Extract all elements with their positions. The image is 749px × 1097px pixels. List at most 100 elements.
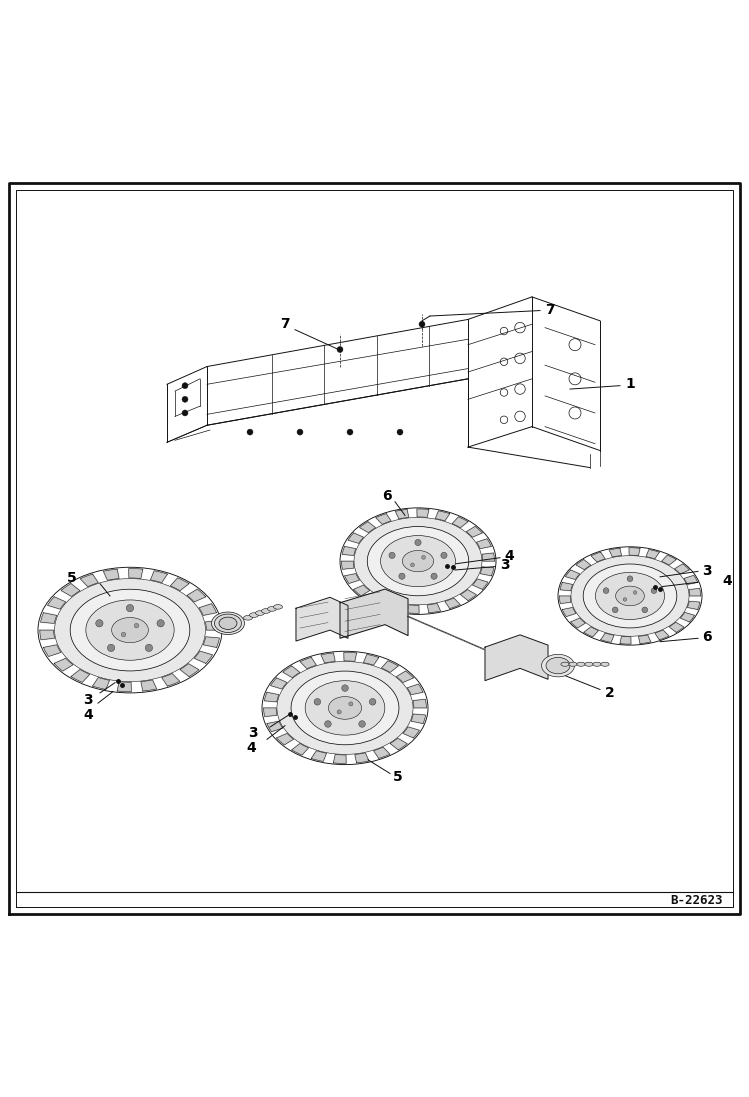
Polygon shape bbox=[689, 588, 700, 596]
Ellipse shape bbox=[86, 600, 175, 660]
Circle shape bbox=[247, 429, 253, 436]
Polygon shape bbox=[363, 655, 379, 665]
Circle shape bbox=[342, 685, 348, 691]
Circle shape bbox=[314, 699, 321, 705]
Polygon shape bbox=[646, 550, 659, 558]
Text: 4: 4 bbox=[83, 709, 93, 723]
Polygon shape bbox=[194, 652, 213, 664]
Polygon shape bbox=[411, 714, 425, 724]
Ellipse shape bbox=[219, 618, 237, 630]
Polygon shape bbox=[655, 630, 669, 640]
Ellipse shape bbox=[546, 657, 570, 674]
Circle shape bbox=[127, 604, 133, 612]
Ellipse shape bbox=[402, 551, 434, 572]
Polygon shape bbox=[360, 522, 375, 533]
Ellipse shape bbox=[249, 613, 258, 618]
Circle shape bbox=[603, 588, 609, 593]
Ellipse shape bbox=[328, 697, 362, 720]
Text: B-22623: B-22623 bbox=[670, 894, 723, 907]
Circle shape bbox=[145, 644, 153, 652]
Circle shape bbox=[623, 598, 627, 601]
Polygon shape bbox=[407, 604, 419, 613]
Polygon shape bbox=[355, 753, 369, 762]
Polygon shape bbox=[435, 511, 449, 521]
Polygon shape bbox=[300, 657, 316, 669]
Ellipse shape bbox=[55, 578, 205, 681]
Circle shape bbox=[121, 632, 126, 637]
Polygon shape bbox=[103, 569, 119, 580]
Circle shape bbox=[369, 699, 376, 705]
Polygon shape bbox=[283, 666, 300, 678]
Circle shape bbox=[337, 710, 342, 714]
Ellipse shape bbox=[593, 663, 601, 666]
Polygon shape bbox=[40, 613, 57, 623]
Polygon shape bbox=[368, 595, 383, 606]
Polygon shape bbox=[591, 552, 605, 562]
Polygon shape bbox=[43, 645, 61, 656]
Polygon shape bbox=[276, 734, 294, 745]
Circle shape bbox=[627, 576, 633, 581]
Text: 5: 5 bbox=[393, 770, 403, 784]
Polygon shape bbox=[180, 664, 199, 677]
Ellipse shape bbox=[585, 663, 593, 666]
Circle shape bbox=[157, 620, 164, 627]
Ellipse shape bbox=[214, 614, 241, 633]
Polygon shape bbox=[417, 509, 429, 518]
Circle shape bbox=[422, 555, 425, 559]
Polygon shape bbox=[403, 727, 419, 738]
Polygon shape bbox=[203, 636, 219, 647]
Ellipse shape bbox=[571, 556, 689, 636]
Text: 6: 6 bbox=[702, 630, 712, 644]
Polygon shape bbox=[162, 674, 180, 686]
Circle shape bbox=[398, 573, 405, 579]
Polygon shape bbox=[267, 721, 283, 732]
Ellipse shape bbox=[70, 589, 189, 671]
Polygon shape bbox=[199, 603, 216, 615]
Ellipse shape bbox=[243, 615, 252, 620]
Polygon shape bbox=[562, 608, 576, 617]
Polygon shape bbox=[170, 578, 189, 590]
Ellipse shape bbox=[561, 663, 569, 666]
Polygon shape bbox=[413, 699, 426, 708]
Circle shape bbox=[359, 721, 366, 727]
Text: 7: 7 bbox=[545, 303, 554, 317]
Polygon shape bbox=[629, 547, 640, 555]
Ellipse shape bbox=[277, 661, 413, 755]
Circle shape bbox=[182, 383, 188, 388]
Polygon shape bbox=[407, 685, 423, 694]
Polygon shape bbox=[576, 559, 591, 569]
Ellipse shape bbox=[542, 654, 574, 677]
Circle shape bbox=[415, 540, 421, 545]
Polygon shape bbox=[340, 589, 408, 638]
Ellipse shape bbox=[273, 604, 282, 609]
Polygon shape bbox=[344, 653, 357, 661]
Text: 6: 6 bbox=[383, 489, 392, 504]
Polygon shape bbox=[583, 626, 598, 637]
Polygon shape bbox=[381, 660, 398, 672]
Polygon shape bbox=[661, 555, 676, 565]
Text: 4: 4 bbox=[246, 740, 255, 755]
Circle shape bbox=[107, 644, 115, 652]
Ellipse shape bbox=[601, 663, 609, 666]
Polygon shape bbox=[395, 509, 409, 519]
Polygon shape bbox=[675, 564, 689, 574]
Polygon shape bbox=[264, 692, 279, 702]
Polygon shape bbox=[427, 603, 440, 613]
Polygon shape bbox=[601, 633, 614, 643]
Circle shape bbox=[613, 607, 618, 613]
Polygon shape bbox=[467, 527, 482, 538]
Circle shape bbox=[324, 721, 331, 727]
Ellipse shape bbox=[595, 573, 664, 620]
Polygon shape bbox=[560, 596, 571, 603]
Circle shape bbox=[397, 429, 403, 436]
Text: 5: 5 bbox=[67, 572, 76, 585]
Polygon shape bbox=[482, 553, 494, 562]
Polygon shape bbox=[321, 653, 336, 663]
Polygon shape bbox=[40, 630, 55, 640]
Circle shape bbox=[349, 702, 353, 706]
Polygon shape bbox=[480, 567, 494, 576]
Polygon shape bbox=[141, 680, 157, 691]
Polygon shape bbox=[374, 747, 390, 758]
Polygon shape bbox=[270, 678, 287, 689]
Polygon shape bbox=[396, 671, 413, 682]
